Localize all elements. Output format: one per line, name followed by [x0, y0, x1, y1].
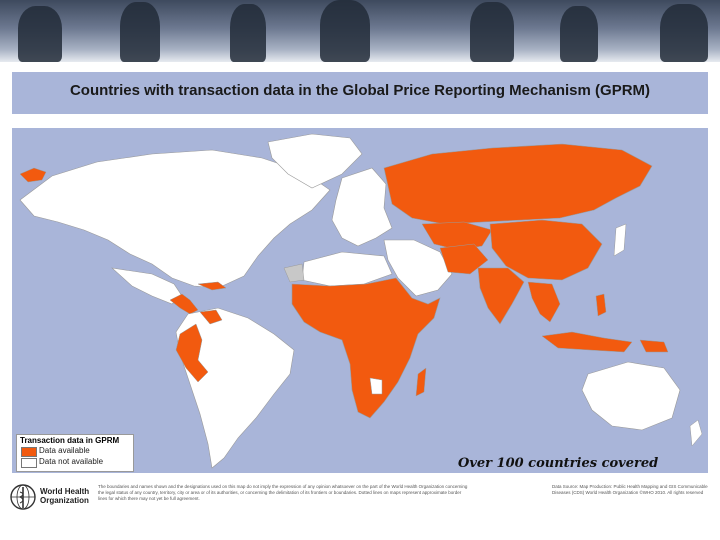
who-org-name: World Health Organization — [40, 487, 90, 505]
europe — [331, 167, 393, 247]
japan — [613, 223, 627, 257]
map-legend: Transaction data in GPRM Data available … — [16, 434, 134, 472]
china — [489, 219, 603, 281]
world-map: Transaction data in GPRM Data available … — [12, 128, 708, 473]
banner-figure — [120, 2, 160, 62]
australia — [581, 361, 681, 431]
central-asia — [421, 221, 493, 251]
north-america — [19, 149, 331, 289]
central-america — [169, 293, 199, 315]
banner-figure — [18, 6, 62, 62]
papua-new-guinea — [639, 339, 669, 353]
indonesia — [541, 331, 633, 353]
title-bar: Countries with transaction data in the G… — [12, 72, 708, 114]
who-emblem-icon — [10, 484, 36, 510]
banner-figure — [470, 2, 514, 62]
coverage-note: Over 100 countries covered — [458, 456, 659, 471]
footer: World Health Organization The boundaries… — [0, 478, 720, 540]
botswana-no-data — [369, 377, 383, 395]
map-disclaimer: The boundaries and names shown and the d… — [98, 484, 468, 501]
north-africa — [301, 251, 393, 287]
caribbean — [197, 281, 227, 291]
banner-figure — [560, 6, 598, 62]
russia — [383, 143, 653, 225]
western-sahara — [283, 263, 305, 283]
new-zealand — [689, 419, 703, 447]
legend-title: Transaction data in GPRM — [20, 436, 120, 445]
banner-figure — [660, 4, 708, 62]
philippines — [595, 293, 607, 317]
south-america — [175, 307, 295, 469]
banner-figure — [230, 4, 266, 62]
world-map-svg — [19, 133, 703, 469]
venezuela-guyana — [199, 309, 223, 325]
africa — [291, 277, 441, 419]
header-photo-banner — [0, 0, 720, 62]
legend-label-no-data: Data not available — [39, 457, 104, 466]
map-credits: Data Source: Map Production: Public Heal… — [552, 484, 708, 495]
india — [477, 267, 525, 325]
map-title: Countries with transaction data in the G… — [69, 82, 651, 99]
legend-label-data-available: Data available — [39, 446, 90, 455]
legend-swatch-no-data — [21, 458, 37, 468]
legend-swatch-data-available — [21, 447, 37, 457]
greenland — [267, 133, 363, 189]
alaska — [19, 167, 47, 183]
banner-figure — [320, 0, 370, 62]
middle-east — [383, 239, 453, 297]
southeast-asia — [527, 281, 561, 323]
madagascar — [415, 367, 427, 397]
andean-countries — [175, 323, 209, 383]
iran-afghanistan — [439, 243, 489, 275]
